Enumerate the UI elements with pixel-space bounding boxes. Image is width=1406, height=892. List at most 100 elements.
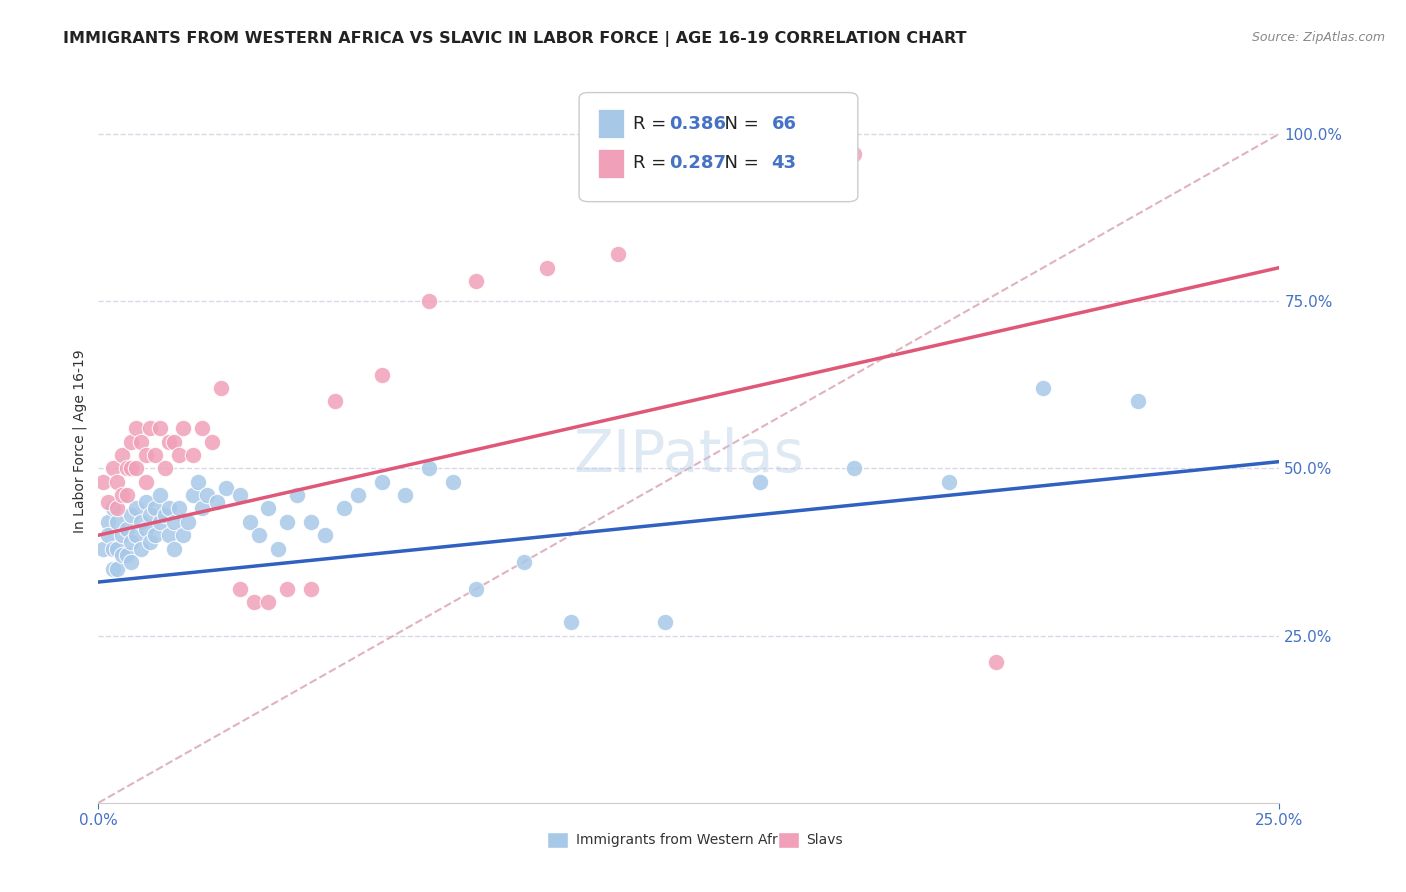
Point xyxy=(560,615,582,630)
Point xyxy=(115,488,138,502)
Point xyxy=(229,488,252,502)
Point xyxy=(111,448,134,462)
Point xyxy=(257,501,280,516)
Point xyxy=(105,541,128,556)
Point xyxy=(135,448,157,462)
Bar xyxy=(547,831,568,847)
Point xyxy=(105,501,128,516)
Point xyxy=(129,541,152,556)
Point xyxy=(97,494,120,508)
Point xyxy=(163,515,186,529)
Point xyxy=(215,482,238,496)
Point xyxy=(143,448,166,462)
Point xyxy=(167,448,190,462)
Point xyxy=(314,528,336,542)
Text: IMMIGRANTS FROM WESTERN AFRICA VS SLAVIC IN LABOR FORCE | AGE 16-19 CORRELATION : IMMIGRANTS FROM WESTERN AFRICA VS SLAVIC… xyxy=(63,31,967,47)
Point xyxy=(121,555,143,569)
Point xyxy=(276,582,298,596)
Point xyxy=(111,548,134,563)
Point xyxy=(239,515,262,529)
Point xyxy=(135,521,157,535)
Point xyxy=(115,548,138,563)
Point xyxy=(135,494,157,508)
Point xyxy=(512,555,534,569)
Point xyxy=(191,501,214,516)
Point xyxy=(323,394,346,409)
Point xyxy=(121,434,143,449)
Point xyxy=(347,488,370,502)
Point xyxy=(101,461,124,475)
Point xyxy=(607,247,630,261)
Point xyxy=(844,147,866,161)
Point xyxy=(121,508,143,523)
Point xyxy=(121,461,143,475)
Point xyxy=(844,461,866,475)
FancyBboxPatch shape xyxy=(579,93,858,202)
Point xyxy=(441,475,464,489)
Text: 0.386: 0.386 xyxy=(669,115,725,133)
Point xyxy=(105,475,128,489)
Point xyxy=(149,515,172,529)
Point xyxy=(129,434,152,449)
Point xyxy=(195,488,218,502)
Point xyxy=(465,582,488,596)
Point xyxy=(172,528,194,542)
Point xyxy=(257,595,280,609)
Point xyxy=(201,434,224,449)
Point xyxy=(101,541,124,556)
Point xyxy=(125,421,148,435)
Y-axis label: In Labor Force | Age 16-19: In Labor Force | Age 16-19 xyxy=(73,350,87,533)
Point xyxy=(167,501,190,516)
Point xyxy=(153,508,176,523)
Text: 0.287: 0.287 xyxy=(669,154,725,172)
Point xyxy=(418,461,440,475)
Point xyxy=(371,475,394,489)
Point xyxy=(371,368,394,382)
Point xyxy=(177,515,200,529)
Text: R =: R = xyxy=(634,154,672,172)
Point xyxy=(111,488,134,502)
Text: ZIPatlas: ZIPatlas xyxy=(574,427,804,484)
Text: Immigrants from Western Africa: Immigrants from Western Africa xyxy=(575,832,797,847)
Point xyxy=(115,461,138,475)
Point xyxy=(157,501,180,516)
Text: R =: R = xyxy=(634,115,672,133)
Point xyxy=(125,461,148,475)
Point xyxy=(465,274,488,288)
Point xyxy=(157,434,180,449)
Point xyxy=(394,488,416,502)
Point xyxy=(101,501,124,516)
Point xyxy=(115,521,138,535)
Point xyxy=(187,475,209,489)
Point xyxy=(229,582,252,596)
Text: Slavs: Slavs xyxy=(806,832,842,847)
Bar xyxy=(598,109,624,138)
Point xyxy=(153,461,176,475)
Text: Source: ZipAtlas.com: Source: ZipAtlas.com xyxy=(1251,31,1385,45)
Point xyxy=(984,655,1007,669)
Point xyxy=(172,421,194,435)
Point xyxy=(135,475,157,489)
Point xyxy=(149,488,172,502)
Point xyxy=(139,534,162,549)
Point xyxy=(333,501,356,516)
Point xyxy=(105,515,128,529)
Point xyxy=(111,528,134,542)
Point xyxy=(276,515,298,529)
Point xyxy=(125,528,148,542)
Point xyxy=(418,294,440,309)
Point xyxy=(97,528,120,542)
Point xyxy=(938,475,960,489)
Text: 43: 43 xyxy=(772,154,797,172)
Point xyxy=(1126,394,1149,409)
Point xyxy=(97,515,120,529)
Point xyxy=(105,562,128,576)
Point xyxy=(285,488,308,502)
Point xyxy=(163,434,186,449)
Point xyxy=(163,541,186,556)
Point xyxy=(181,448,204,462)
Point xyxy=(149,421,172,435)
Point xyxy=(191,421,214,435)
Point xyxy=(299,515,322,529)
Point xyxy=(678,161,700,175)
